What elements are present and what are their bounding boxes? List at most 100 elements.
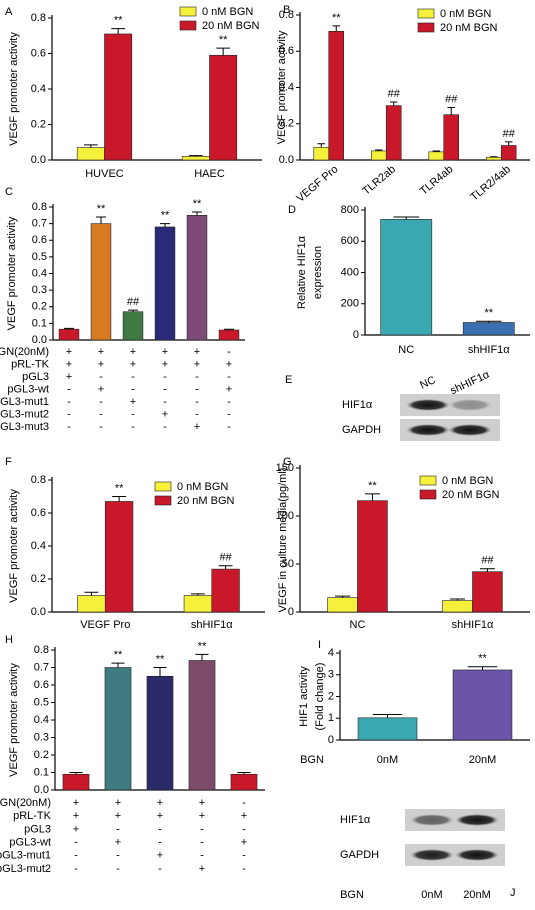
bar [485,156,502,161]
condition-sign: - [163,421,167,433]
y-tick-label: 0.1 [34,766,49,778]
y-tick-label: 0.8 [32,201,47,213]
y-axis-label: VEGF promoter activity [8,32,20,146]
significance-label: ## [388,88,401,100]
bar [104,667,132,791]
x-tick-label: 0nM [377,754,398,766]
condition-sign: + [162,408,168,420]
condition-sign: + [241,837,247,849]
error-bar [467,666,498,670]
y-tick-label: 0.3 [32,284,47,296]
y-tick-label: 0.0 [279,154,294,166]
significance-label: ## [481,555,494,567]
condition-sign: - [158,863,162,875]
y-tick-label: 600 [341,235,359,247]
bar [211,568,240,613]
condition-sign: - [131,371,135,383]
condition-sign: - [67,421,71,433]
error-bar [432,150,441,152]
significance-label: ** [193,198,202,210]
bar [209,54,238,161]
legend-label: 20 nM BGN [177,495,235,507]
panel-label: E [285,374,292,386]
y-tick-label: 0 [288,606,294,618]
y-tick-label: 0.8 [279,9,294,21]
legend-swatch [419,475,437,486]
significance-label: ** [114,15,123,27]
condition-sign: - [227,408,231,420]
blot-lane-label: NC [418,374,438,392]
error-bar [111,28,125,34]
significance-label: ** [368,480,377,492]
y-tick-label: 4 [328,647,334,659]
bar [370,150,387,161]
legend-label: 0 nM BGN [442,475,493,487]
error-bar [195,653,209,661]
condition-sign: + [66,358,72,370]
x-axis-label: BGN [300,754,324,766]
legend-swatch [154,481,172,492]
y-tick-label: 800 [341,204,359,216]
condition-sign: - [116,823,120,835]
condition-sign: - [200,823,204,835]
x-tick-label: TLR2/4ab [468,163,513,203]
y-axis-label: (Fold change) [314,663,326,731]
error-bar [393,216,420,220]
condition-label: pGL3 [22,371,49,383]
error-bar [112,496,127,502]
significance-label: ** [332,12,341,24]
bar [380,219,433,336]
significance-label: ** [156,653,165,665]
bar [181,156,210,161]
condition-sign: + [199,797,205,809]
bar [183,595,213,613]
error-bar [490,156,498,158]
condition-sign: - [227,421,231,433]
y-tick-label: 100 [276,510,294,522]
legend-swatch [179,6,197,17]
bar [313,147,330,161]
y-tick-label: 0.4 [34,714,49,726]
condition-label: pGL3 [24,823,51,835]
y-tick-label: 0.3 [34,731,49,743]
y-axis-label: HIF1 activity [298,666,310,727]
y-tick-label: 3 [328,669,334,681]
panel-label: I [318,639,321,651]
y-tick-label: 0.8 [34,644,49,656]
condition-sign: - [200,850,204,862]
condition-label: pGL3-mut1 [0,396,49,408]
condition-sign: - [163,383,167,395]
error-bar [111,662,125,668]
error-bar [69,772,83,775]
blot-lane-label: 20nM [463,889,491,901]
condition-sign: - [195,371,199,383]
legend-label: 20 nM BGN [442,489,500,501]
significance-label: ** [115,482,124,494]
error-bar [64,327,74,330]
condition-sign: + [98,346,104,358]
bar [327,597,358,613]
condition-sign: - [67,383,71,395]
condition-sign: - [227,371,231,383]
condition-sign: + [241,810,247,822]
y-tick-label: 0.0 [34,784,49,796]
y-tick-label: 0.4 [31,540,46,552]
significance-label: ** [161,210,170,222]
y-tick-label: 0.4 [32,267,47,279]
condition-sign: - [74,850,78,862]
bar [188,660,216,791]
y-tick-label: 0.2 [31,118,46,130]
condition-sign: + [162,358,168,370]
x-tick-label: VEGF Pro [80,619,130,631]
bar [500,145,517,161]
y-axis-label: VEGF promoter activity [8,663,20,777]
bar [452,669,513,741]
panel-label: G [283,456,292,468]
error-bar [216,47,230,56]
condition-sign: - [227,346,231,358]
error-bar [96,216,106,224]
blot-band [410,814,454,826]
bar [428,151,445,161]
y-tick-label: 400 [341,266,359,278]
condition-sign: - [227,396,231,408]
